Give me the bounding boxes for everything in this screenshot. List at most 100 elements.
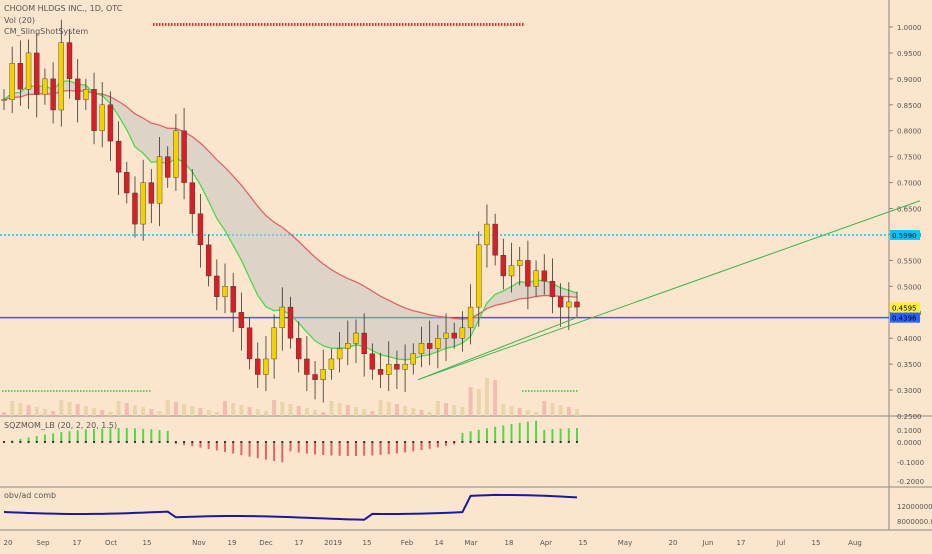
sqz-dot <box>109 441 112 443</box>
volume-bar <box>247 407 252 416</box>
candle-body <box>566 301 572 308</box>
signal-dot <box>110 390 112 392</box>
signal-dot <box>128 390 130 392</box>
signal-dot <box>408 23 410 26</box>
signal-dot <box>369 23 371 26</box>
sqz-dot <box>3 441 5 443</box>
signal-dot <box>342 23 344 26</box>
signal-dot <box>62 390 64 392</box>
sqz-dot <box>273 441 276 443</box>
signal-dot <box>50 390 52 392</box>
candle-body <box>50 78 56 111</box>
volume-bar <box>223 401 228 416</box>
signal-dot <box>234 23 236 26</box>
price-label-box <box>890 312 920 323</box>
candle-body <box>1 99 7 101</box>
price-label-box <box>890 302 920 313</box>
signal-dot <box>534 390 536 392</box>
volume-bar <box>206 410 211 416</box>
obv-label: obv/ad comb <box>4 491 57 500</box>
sqz-dot <box>27 441 30 443</box>
candle-body <box>189 182 195 214</box>
price-tick-label: 0.9000 <box>897 76 922 84</box>
candle-body <box>484 223 490 246</box>
signal-dot <box>249 23 251 26</box>
candle-body <box>17 63 24 90</box>
signal-dot <box>486 23 488 26</box>
signal-dot <box>465 23 467 26</box>
volume-bar <box>501 404 506 416</box>
candle-body <box>230 286 236 313</box>
signal-dot <box>474 23 476 26</box>
signal-dot <box>459 23 461 26</box>
volume-bar <box>34 407 39 416</box>
candle-body <box>74 78 81 100</box>
volume-bar <box>100 410 105 416</box>
signal-dot <box>222 23 224 26</box>
signal-dot <box>309 23 311 26</box>
sqz-dot <box>322 441 325 443</box>
price-tick-label: 0.6500 <box>897 206 922 214</box>
vol-label: Vol (20) <box>4 16 35 25</box>
volume-bar <box>394 404 399 416</box>
price-tick-label: 0.5500 <box>897 257 922 265</box>
time-label: 15 <box>143 539 152 547</box>
time-label: 17 <box>737 539 746 547</box>
candle-body <box>156 156 163 204</box>
signal-dot <box>23 390 25 392</box>
price-tick-label: 0.3000 <box>897 387 922 395</box>
time-label: 17 <box>295 539 304 547</box>
signal-dot <box>89 390 91 392</box>
volume-bar <box>67 402 72 416</box>
sqz-dot <box>93 441 96 443</box>
time-label: Nov <box>192 539 206 547</box>
signal-dot <box>393 23 395 26</box>
signal-dot <box>561 390 563 392</box>
sqz-dot <box>224 441 227 443</box>
signal-dot <box>294 23 296 26</box>
candle-body <box>66 42 73 80</box>
signal-dot <box>264 23 266 26</box>
signal-dot <box>165 23 167 26</box>
signal-dot <box>44 390 46 392</box>
sqz-dot <box>576 441 578 443</box>
signal-dot <box>26 390 28 392</box>
candle-body <box>574 301 580 308</box>
signal-dot <box>306 23 308 26</box>
price-tick-label: 0.4000 <box>897 335 922 343</box>
signal-dot <box>444 23 446 26</box>
signal-dot <box>576 390 578 392</box>
candle-body <box>214 275 220 297</box>
signal-dot <box>192 23 194 26</box>
candle-body <box>459 327 466 339</box>
signal-dot <box>453 23 455 26</box>
candle-body <box>246 327 253 360</box>
price-label: 0.4595 <box>892 304 917 312</box>
sqz-dot <box>60 441 63 443</box>
signal-dot <box>95 390 97 392</box>
candle-body <box>541 270 547 282</box>
volume-bar <box>83 406 88 416</box>
volume-bar <box>255 409 260 416</box>
signal-dot <box>8 390 10 392</box>
signal-dot <box>426 23 428 26</box>
obv-tick-label: 12000000.0000 <box>897 503 932 511</box>
slingshot-label: CM_SlingShotSystem <box>4 27 89 36</box>
volume-bar <box>198 408 203 416</box>
candle-body <box>165 156 171 178</box>
signal-dot <box>324 23 326 26</box>
signal-dot <box>480 23 482 26</box>
price-tick-label: 1.0000 <box>897 24 922 32</box>
ema-slow-line <box>3 89 578 320</box>
signal-dot <box>462 23 464 26</box>
signal-dot <box>498 23 500 26</box>
time-label: 15 <box>812 539 821 547</box>
volume-bar <box>296 406 301 416</box>
sqz-dot <box>199 441 202 443</box>
signal-dot <box>300 23 302 26</box>
candle-body <box>197 213 204 246</box>
sqz-dot <box>461 441 464 443</box>
signal-dot <box>372 23 374 26</box>
sqz-dot <box>428 441 431 443</box>
sqz-dot <box>297 441 300 443</box>
